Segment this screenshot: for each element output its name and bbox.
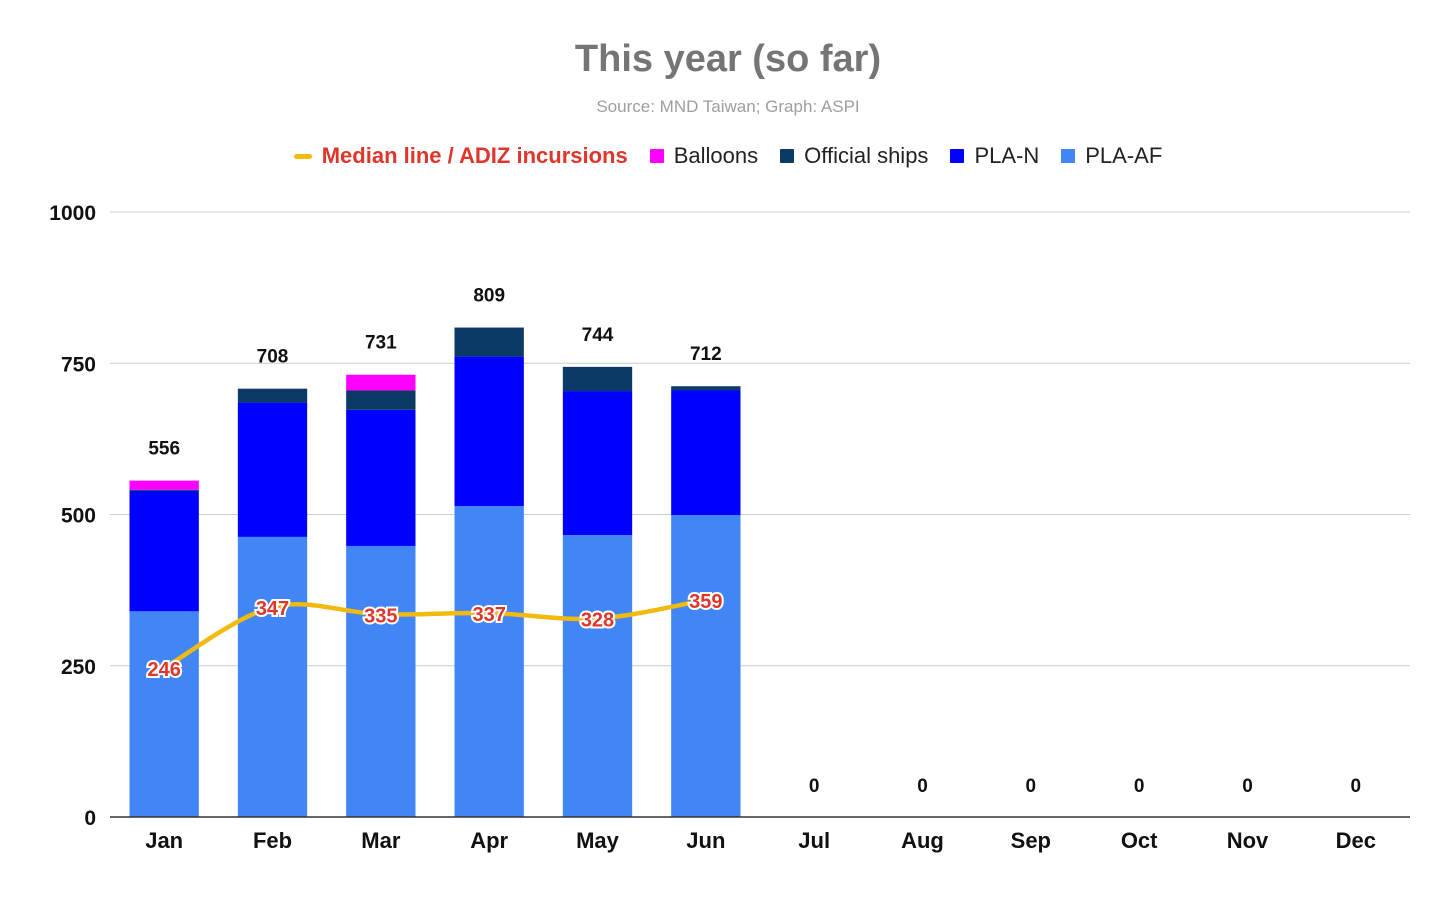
bar-segment bbox=[346, 390, 416, 410]
bar-segment bbox=[454, 356, 524, 507]
total-data-label: 809 bbox=[473, 286, 505, 307]
legend-label: Median line / ADIZ incursions bbox=[321, 143, 628, 168]
total-data-label: 0 bbox=[917, 776, 928, 797]
legend-item-pla-n[interactable]: PLA-N bbox=[950, 143, 1039, 169]
legend-item-median-line[interactable]: Median line / ADIZ incursions bbox=[293, 143, 628, 169]
median-line-data-label: 335 bbox=[364, 605, 397, 627]
legend: Median line / ADIZ incursions Balloons O… bbox=[0, 143, 1456, 169]
total-data-label: 0 bbox=[1026, 776, 1037, 797]
legend-item-official-ships[interactable]: Official ships bbox=[780, 143, 928, 169]
legend-label: PLA-N bbox=[974, 143, 1040, 168]
total-data-label: 0 bbox=[1134, 776, 1145, 797]
bar-segment bbox=[237, 536, 308, 817]
total-data-label: 556 bbox=[148, 439, 180, 460]
median-line-data-label: 337 bbox=[472, 604, 505, 626]
total-data-label: 708 bbox=[257, 347, 289, 368]
median-line-data-label: 328 bbox=[581, 610, 614, 632]
bar-segment bbox=[346, 545, 416, 817]
legend-swatch-icon bbox=[1061, 149, 1076, 163]
x-tick-label: Apr bbox=[470, 828, 508, 853]
y-tick-label: 500 bbox=[61, 505, 96, 528]
y-tick-label: 1000 bbox=[49, 202, 96, 225]
x-tick-label: Oct bbox=[1121, 828, 1158, 853]
bar-segment bbox=[129, 480, 199, 490]
bar-segment bbox=[562, 535, 633, 817]
bar-segment bbox=[671, 386, 741, 391]
x-tick-label: Jun bbox=[686, 828, 725, 853]
x-tick-label: Aug bbox=[901, 828, 944, 853]
legend-item-balloons[interactable]: Balloons bbox=[649, 143, 759, 169]
bar-segment bbox=[671, 390, 741, 516]
legend-label: Balloons bbox=[673, 143, 759, 168]
legend-label: Official ships bbox=[804, 143, 929, 168]
chart-subtitle: Source: MND Taiwan; Graph: ASPI bbox=[596, 97, 860, 116]
x-tick-label: Dec bbox=[1336, 828, 1376, 853]
total-data-label: 712 bbox=[690, 344, 722, 365]
x-tick-label: Jul bbox=[798, 828, 830, 853]
y-tick-label: 0 bbox=[84, 807, 96, 830]
legend-label: PLA-AF bbox=[1085, 143, 1163, 168]
legend-item-pla-af[interactable]: PLA-AF bbox=[1061, 143, 1162, 169]
x-tick-label: Mar bbox=[361, 828, 401, 853]
x-tick-label: Feb bbox=[253, 828, 292, 853]
median-line-series bbox=[161, 597, 709, 671]
bar-segment bbox=[562, 391, 633, 536]
median-line-data-label: 347 bbox=[256, 598, 289, 620]
bar-segment bbox=[129, 489, 199, 491]
bar-segment bbox=[346, 409, 416, 546]
y-tick-label: 250 bbox=[61, 656, 96, 679]
chart-title: This year (so far) bbox=[574, 38, 882, 80]
total-data-label: 731 bbox=[365, 333, 397, 354]
total-data-label: 744 bbox=[582, 325, 614, 346]
x-tick-label: May bbox=[576, 828, 620, 853]
x-tick-label: Sep bbox=[1011, 828, 1051, 853]
bar-segment bbox=[454, 327, 524, 357]
bar-segment bbox=[454, 506, 524, 817]
legend-swatch-icon bbox=[950, 149, 965, 163]
legend-line-icon bbox=[293, 153, 312, 159]
bar-segment bbox=[129, 611, 199, 817]
bar-segment bbox=[237, 402, 308, 537]
median-line-data-label: 246 bbox=[147, 659, 180, 681]
total-data-label: 0 bbox=[1351, 776, 1362, 797]
bar-segment bbox=[346, 374, 416, 391]
y-tick-label: 750 bbox=[61, 353, 96, 376]
bar-segment bbox=[671, 515, 741, 817]
bar-segment bbox=[237, 388, 308, 403]
median-line-data-label: 359 bbox=[689, 591, 722, 613]
total-data-label: 0 bbox=[1242, 776, 1253, 797]
bar-segment bbox=[562, 366, 633, 392]
bar-segment bbox=[129, 490, 199, 612]
legend-swatch-icon bbox=[649, 149, 664, 163]
x-tick-label: Jan bbox=[145, 828, 183, 853]
total-data-label: 0 bbox=[809, 776, 820, 797]
legend-swatch-icon bbox=[780, 149, 795, 163]
x-tick-label: Nov bbox=[1227, 828, 1269, 853]
